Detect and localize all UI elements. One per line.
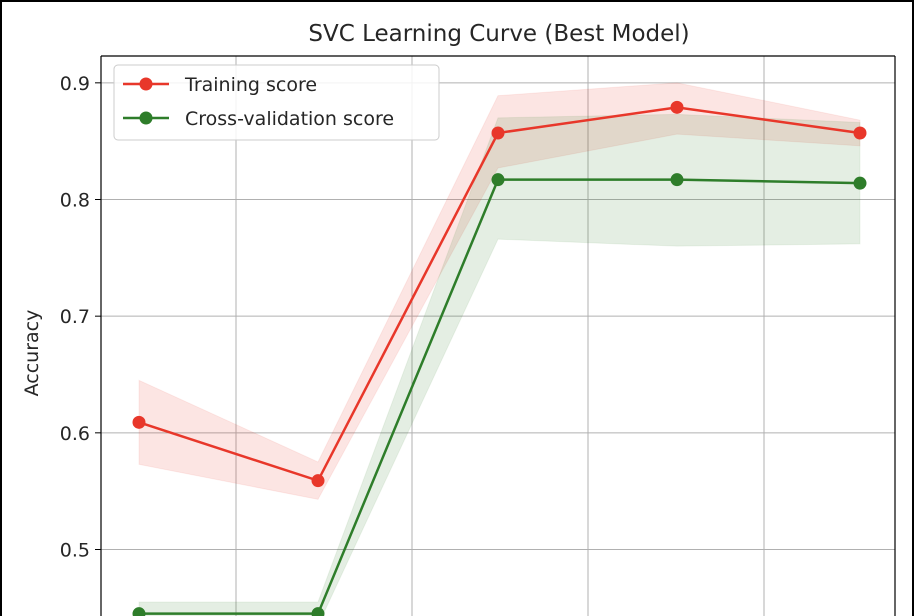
y-axis-label: Accuracy [21, 310, 43, 397]
data-point-training [853, 126, 867, 140]
data-point-cross-validation [132, 607, 146, 616]
plot-area: 0.5 0.6 0.7 0.8 0.9 Training score Cross-valid… [60, 55, 896, 616]
legend-item-training: Training score [123, 74, 317, 96]
legend-label-cross-validation: Cross-validation score [185, 108, 394, 130]
legend-marker-training [139, 77, 153, 91]
data-point-cross-validation [853, 176, 867, 190]
y-tick-label: 0.5 [60, 540, 90, 562]
legend-label-training: Training score [184, 74, 317, 96]
data-point-training [670, 100, 684, 114]
data-point-training [311, 474, 325, 488]
data-point-training [491, 126, 505, 140]
legend-marker-cross-validation [139, 111, 153, 125]
data-point-training [132, 415, 146, 429]
y-tick-label: 0.9 [60, 73, 90, 95]
y-tick-label: 0.8 [60, 190, 90, 212]
confidence-band-cross-validation [138, 113, 861, 616]
y-tick-label: 0.7 [60, 306, 90, 328]
legend: Training score Cross-validation score [113, 64, 440, 141]
data-point-cross-validation [670, 173, 684, 187]
y-tick-label: 0.6 [60, 423, 90, 445]
data-point-cross-validation [311, 607, 325, 616]
chart-title: SVC Learning Curve (Best Model) [308, 21, 689, 47]
data-point-cross-validation [491, 173, 505, 187]
confidence-band-training [138, 82, 861, 500]
legend-box [113, 64, 440, 141]
legend-item-cross-validation: Cross-validation score [123, 108, 394, 130]
